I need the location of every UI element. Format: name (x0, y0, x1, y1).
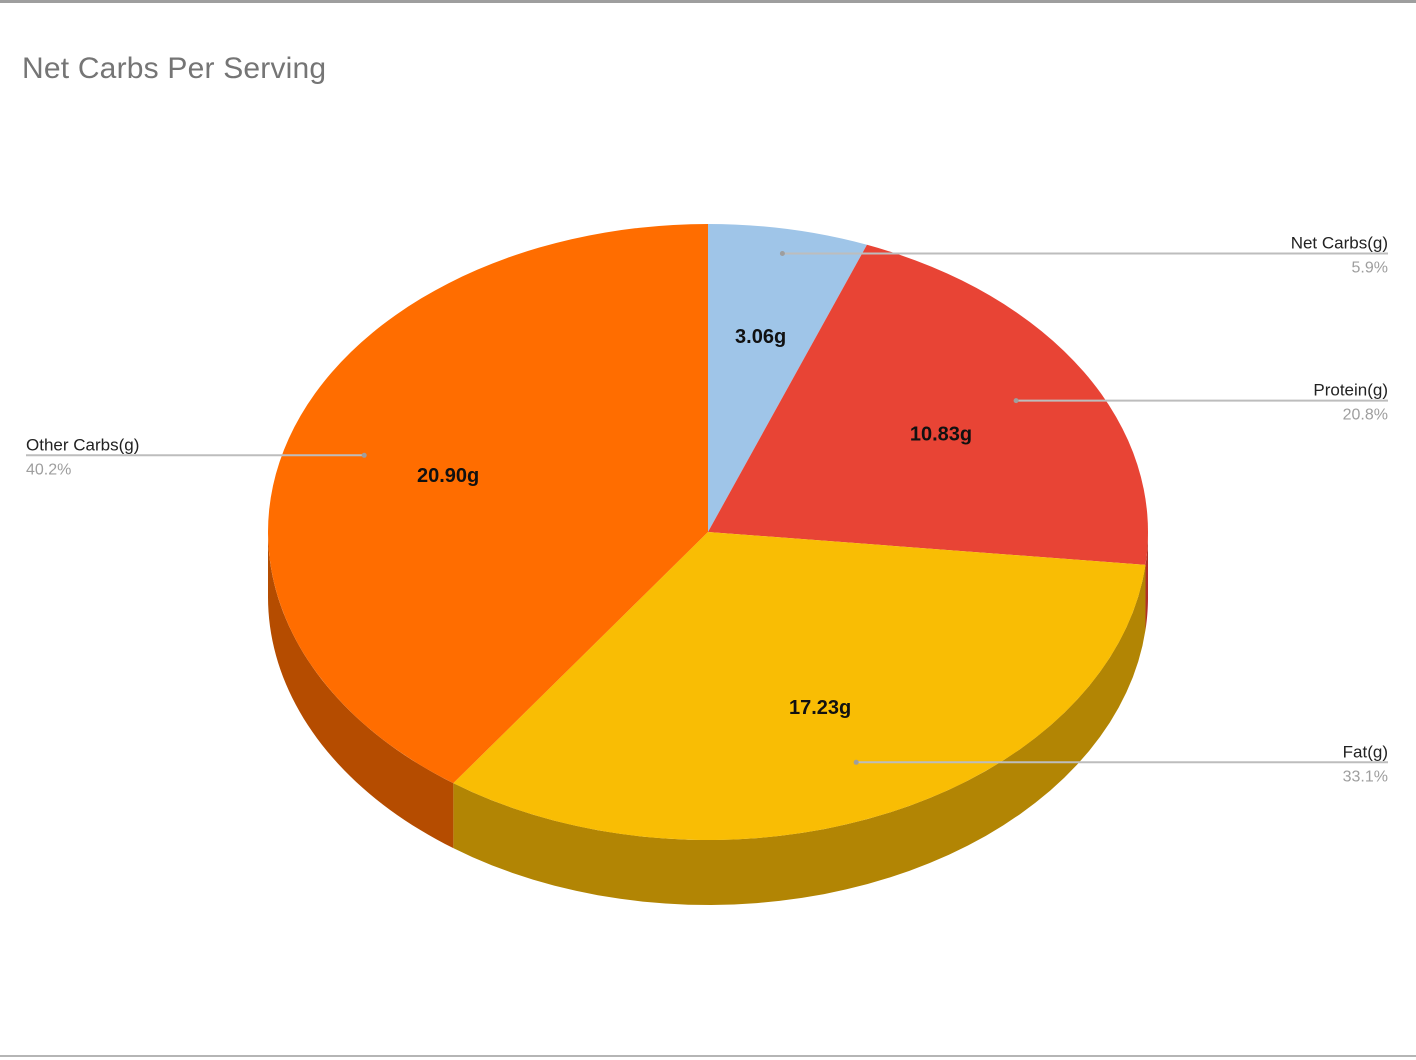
bottom-border (0, 1055, 1416, 1057)
leader-dot (1013, 398, 1019, 404)
legend-fat-g: Fat(g) 33.1% (853, 742, 1388, 785)
value-label-other-carbs-g: 20.90g (417, 465, 479, 487)
legend-name: Protein(g) (1313, 381, 1388, 400)
pie-top-layer (268, 224, 1149, 840)
legend-name: Fat(g) (1343, 742, 1388, 761)
chart-title: Net Carbs Per Serving (22, 52, 327, 85)
legend-percent: 40.2% (26, 461, 71, 478)
top-border (0, 0, 1416, 3)
pie-slice-other-carbs-g (268, 224, 708, 784)
value-label-protein-g: 10.83g (910, 424, 972, 446)
legend-other-carbs-g: Other Carbs(g) 40.2% (26, 435, 367, 478)
pie-side-fat-g (453, 564, 1146, 905)
legend-percent: 5.9% (1352, 260, 1388, 277)
leader-dot (779, 251, 785, 256)
legend-percent: 20.8% (1343, 407, 1388, 424)
pie-label-layer: 3.06g 10.83g 17.23g 20.90g (417, 326, 972, 719)
pie-slice-net-carbs-g (708, 224, 867, 532)
leader-dot (853, 759, 859, 765)
pie-side-layer (268, 532, 1148, 905)
value-label-net-carbs-g: 3.06g (735, 326, 786, 348)
legend-net-carbs-g: Net Carbs(g) 5.9% (779, 234, 1388, 277)
pie-side-protein-g (1145, 532, 1148, 630)
pie-slice-protein-g (708, 244, 1149, 565)
legend-name: Other Carbs(g) (26, 435, 139, 454)
legend-name: Net Carbs(g) (1291, 234, 1388, 253)
pie-legend-layer: Net Carbs(g) 5.9% Protein(g) 20.8% Fat(g) 33.… (26, 234, 1388, 785)
pie-side-other-carbs-g (268, 532, 454, 849)
leader-dot (361, 452, 367, 458)
legend-protein-g: Protein(g) 20.8% (1013, 381, 1388, 424)
value-label-fat-g: 17.23g (789, 697, 851, 719)
legend-percent: 33.1% (1343, 768, 1388, 785)
